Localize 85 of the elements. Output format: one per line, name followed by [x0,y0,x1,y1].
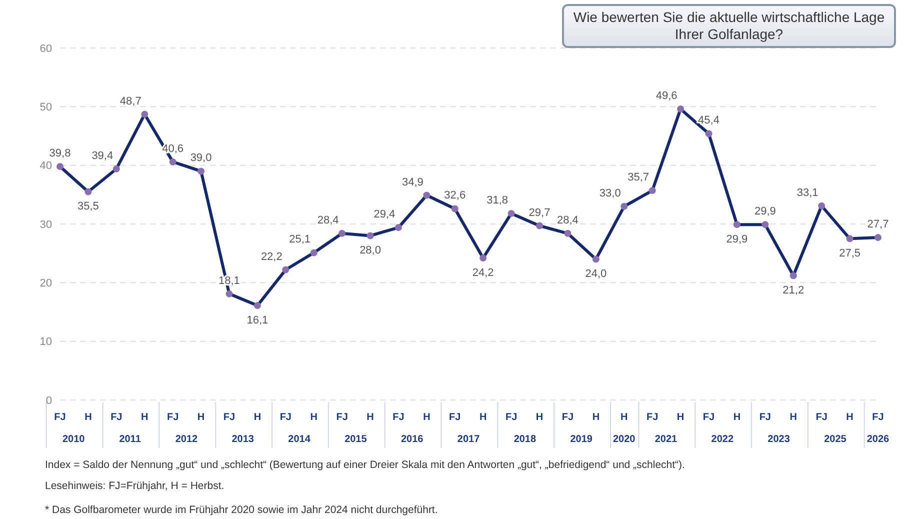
x-tick-label: FJ [449,412,461,423]
x-tick-label: H [197,412,205,423]
text: * Das Golfbarometer wurde im Frühjahr 2020 sowie im Jahr 2024 nicht durchgeführt. [45,503,439,518]
data-label: 33,1 [796,186,818,199]
text: 2025 [824,434,847,445]
text: 2018 [514,434,537,445]
data-label: 27,5 [839,248,861,260]
data-label: 49,6 [656,90,678,102]
x-tick-label: FJ [646,412,658,423]
x-tick-label: H [676,412,684,423]
x-tick-label: H [592,412,600,423]
data-label: 39,8 [49,148,71,160]
data-label: 29,4 [374,208,396,221]
x-tick-label: FJ [702,412,715,423]
chart-title: Wie bewerten Sie die aktuelle wirtschaftliche Lage Ihrer Golfanlage? [562,4,896,48]
x-tick-label: FJ [223,412,236,423]
data-label: 28,4 [317,214,339,226]
x-tick-label: FJ [336,412,348,423]
text: 2012 [175,434,198,445]
text: 2011 [119,434,142,445]
text: 2015 [344,434,368,445]
text: 2022 [711,434,734,445]
x-tick-label: H [790,412,797,423]
x-tick-label: FJ [392,412,404,423]
text: 2023 [768,434,790,445]
x-tick-label: H [423,412,430,423]
y-tick-label: 40 [40,160,52,172]
text: 2016 [400,434,424,445]
x-tick-label: H [846,412,854,423]
data-label: 16,1 [246,314,268,327]
x-tick-label: H [254,412,262,423]
text: 2013 [232,434,254,445]
data-label: 29,9 [726,234,748,246]
data-label: 34,9 [402,176,424,188]
data-label: 35,5 [77,200,99,213]
x-tick-label: H [366,412,374,423]
x-tick-label: H [479,412,487,423]
data-label: 21,2 [782,284,804,297]
x-tick-label: H [310,412,318,423]
x-tick-label: H [84,412,92,423]
data-label: 32,6 [444,190,466,202]
data-label: 35,7 [628,172,650,184]
text: Index = Saldo der Nennung „gut“ und „schlecht“ (Bewertung auf einer Dreier Skala mit den Antworten „gut“, „befriedigend“ und „schlecht“). [45,458,685,473]
x-tick-label: H [536,412,544,423]
y-tick-label: 10 [40,336,52,348]
x-tick-label: FJ [816,412,828,423]
data-label: 25,1 [289,234,311,246]
data-label: 28,4 [557,214,578,226]
x-tick-label: FJ [110,412,122,423]
data-label: 22,2 [260,250,282,263]
text: 2014 [288,434,311,445]
data-label: 39,4 [92,150,114,162]
y-tick-label: 50 [40,102,52,114]
data-label: 28,0 [360,244,381,257]
data-label: 24,2 [472,267,494,280]
x-tick-label: FJ [166,412,179,423]
data-label: 27,7 [867,218,889,230]
text: 2020 [613,434,636,445]
x-tick-label: FJ [872,412,884,423]
text: 2010 [62,434,86,445]
data-label: 48,7 [120,95,142,108]
x-tick-label: FJ [759,412,772,423]
data-label: 29,7 [528,206,550,219]
y-tick-label: 60 [40,42,52,55]
x-tick-label: FJ [280,412,292,423]
y-tick-label: 20 [40,278,52,290]
y-tick-label: 0 [46,394,52,407]
x-tick-label: H [733,412,741,423]
data-label: 24,0 [585,268,607,280]
text: 2019 [570,434,593,445]
data-label: 29,9 [754,206,776,218]
data-label: 45,4 [698,114,720,127]
data-label: 31,8 [486,194,508,206]
x-tick-label: FJ [505,412,518,423]
text: Lesehinweis: FJ=Frühjahr, H = Herbst. [45,479,226,494]
text: 2026 [866,434,890,445]
x-tick-label: H [141,412,148,423]
x-tick-label: FJ [562,412,574,423]
text: 2017 [457,434,480,445]
data-label: 33,0 [599,187,621,200]
x-tick-label: FJ [54,412,66,423]
x-tick-label: H [620,412,628,423]
y-tick-label: 30 [40,218,52,231]
data-label: 39,0 [190,152,212,164]
text: 2021 [654,434,678,445]
